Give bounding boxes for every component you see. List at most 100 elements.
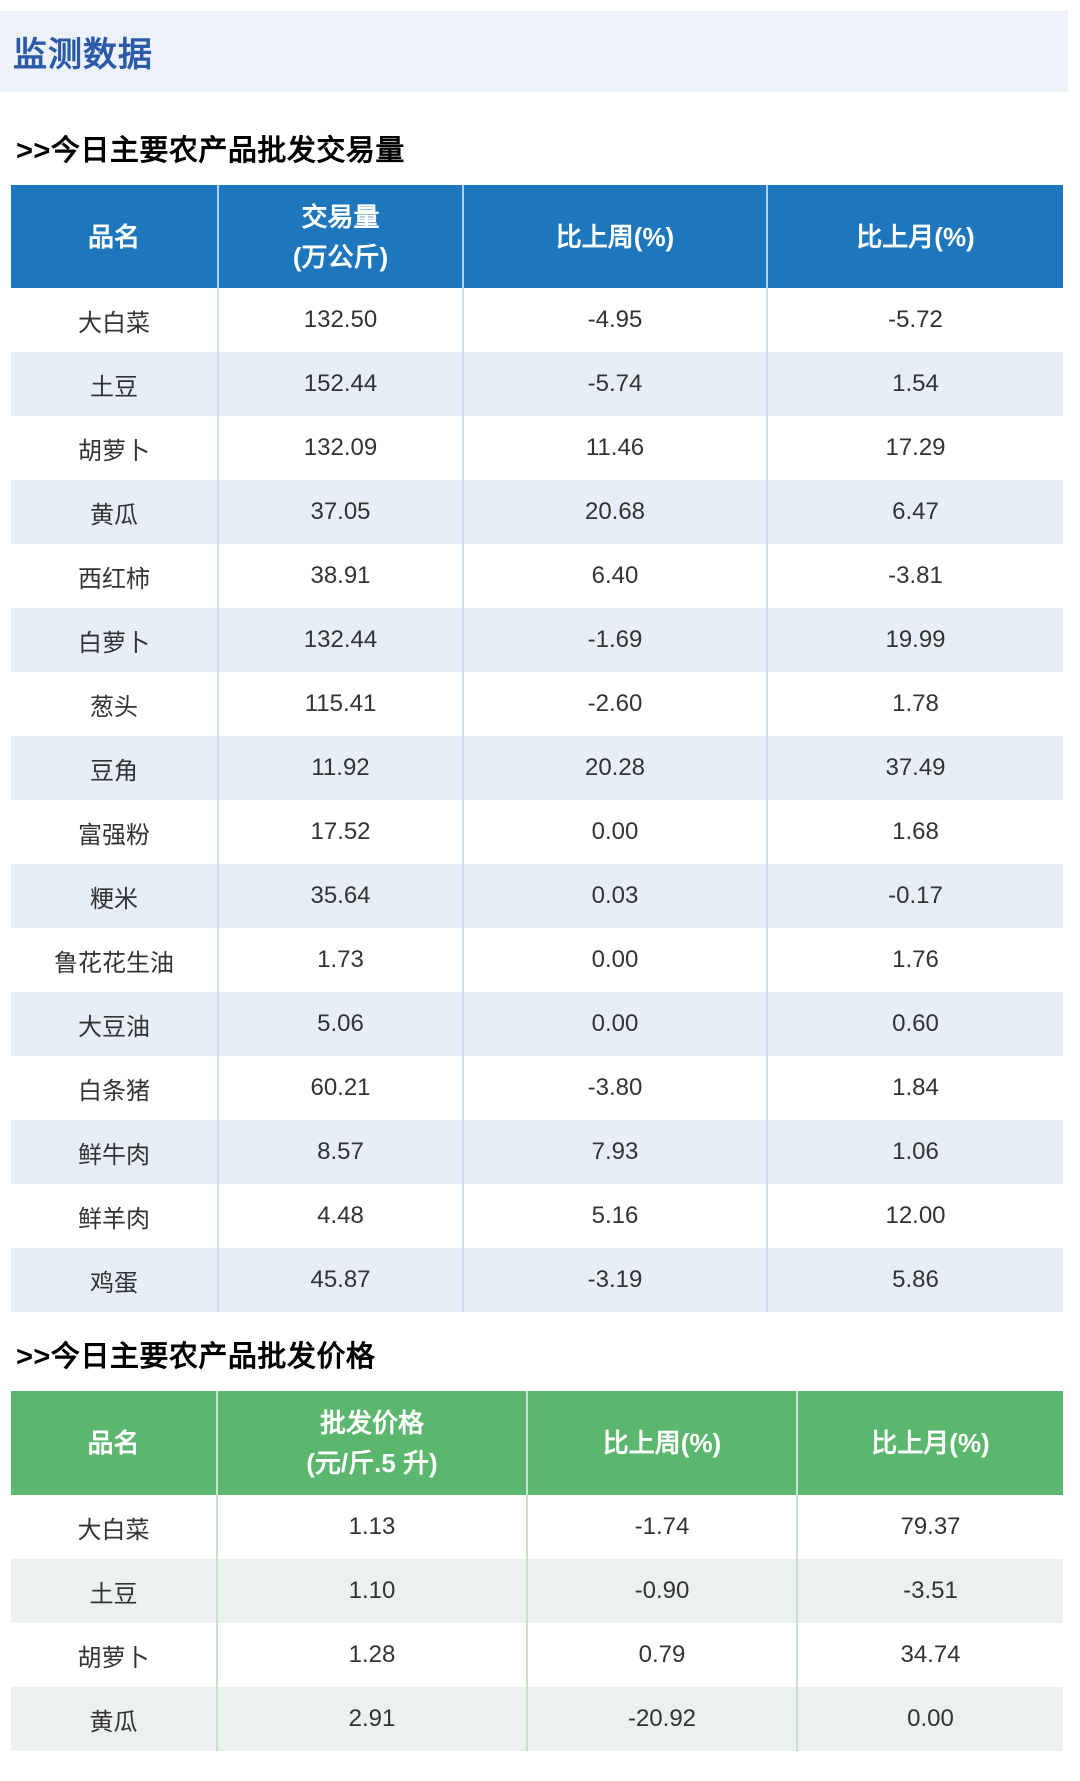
value-cell: 19.99 — [766, 608, 1063, 672]
price-col-amount-header: 批发价格 (元/斤.5 升) — [216, 1391, 527, 1495]
value-cell: 8.57 — [217, 1120, 463, 1184]
value-cell: 20.68 — [462, 480, 767, 544]
value-cell: 115.41 — [217, 672, 463, 736]
value-cell: -5.72 — [766, 288, 1063, 352]
value-cell: 0.00 — [462, 992, 767, 1056]
value-cell: -5.74 — [462, 352, 767, 416]
product-name-cell: 鲜羊肉 — [11, 1184, 218, 1248]
volume-table-header-row: 品名 交易量 (万公斤) 比上周(%) 比上月(%) — [11, 185, 1063, 288]
value-cell: -4.95 — [462, 288, 767, 352]
price-table: 品名 批发价格 (元/斤.5 升) 比上周(%) 比上月(%) 大白菜 1.13-… — [11, 1391, 1063, 1751]
price-table-head: 品名 批发价格 (元/斤.5 升) 比上周(%) 比上月(%) — [11, 1391, 1063, 1495]
value-cell: 6.47 — [766, 480, 1063, 544]
header-sublabel: (元/斤.5 升) — [306, 1448, 438, 1478]
product-name-cell: 大豆油 — [11, 992, 218, 1056]
table-row: 鲜羊肉 4.48 5.16 12.00 — [11, 1184, 1063, 1248]
value-cell: 1.28 — [216, 1623, 527, 1687]
table-row: 大豆油 5.06 0.00 0.60 — [11, 992, 1063, 1056]
page-title: 监测数据 — [13, 36, 153, 74]
value-cell: 11.92 — [217, 736, 463, 800]
value-cell: -20.92 — [526, 1687, 797, 1751]
value-cell: 6.40 — [462, 544, 767, 608]
value-cell: 2.91 — [216, 1687, 527, 1751]
value-cell: -3.81 — [766, 544, 1063, 608]
value-cell: -0.17 — [766, 864, 1063, 928]
table-row: 豆角 11.92 20.28 37.49 — [11, 736, 1063, 800]
product-name-cell: 胡萝卜 — [11, 416, 218, 480]
product-name-cell: 胡萝卜 — [11, 1623, 217, 1687]
value-cell: 35.64 — [217, 864, 463, 928]
value-cell: 20.28 — [462, 736, 767, 800]
value-cell: 7.93 — [462, 1120, 767, 1184]
value-cell: 1.84 — [766, 1056, 1063, 1120]
value-cell: -1.74 — [526, 1495, 797, 1559]
product-name-cell: 葱头 — [11, 672, 218, 736]
header-label: 品名 — [87, 221, 140, 252]
value-cell: 60.21 — [217, 1056, 463, 1120]
value-cell: 1.10 — [216, 1559, 527, 1623]
product-name-cell: 土豆 — [11, 1559, 217, 1623]
volume-col-mom-header: 比上月(%) — [766, 185, 1063, 288]
product-name-cell: 鲜牛肉 — [11, 1120, 218, 1184]
product-name-cell: 大白菜 — [11, 288, 218, 352]
value-cell: -1.69 — [462, 608, 767, 672]
value-cell: 132.44 — [217, 608, 463, 672]
value-cell: 1.13 — [216, 1495, 527, 1559]
value-cell: 1.78 — [766, 672, 1063, 736]
value-cell: 132.09 — [217, 416, 463, 480]
value-cell: 17.52 — [217, 800, 463, 864]
product-name-cell: 鲁花花生油 — [11, 928, 218, 992]
product-name-cell: 白萝卜 — [11, 608, 218, 672]
table-row: 鲁花花生油 1.73 0.00 1.76 — [11, 928, 1063, 992]
value-cell: 11.46 — [462, 416, 767, 480]
page-header-bar: 监测数据 — [0, 11, 1068, 92]
volume-table-body: 大白菜 132.50 -4.95 -5.72 土豆 152.44 -5.74 1.54 胡萝卜 1… — [11, 288, 1063, 1312]
product-name-cell: 富强粉 — [11, 800, 218, 864]
table-row: 大白菜 1.13 -1.74 79.37 — [11, 1495, 1063, 1559]
price-table-body: 大白菜 1.13 -1.74 79.37 土豆 1.10 -0.90 -3.51 胡萝卜 1.28… — [11, 1495, 1063, 1751]
header-label: 交易量 — [301, 201, 380, 232]
value-cell: 0.00 — [796, 1687, 1063, 1751]
section-price: >>今日主要农产品批发价格 品名 批发价格 (元/斤.5 升) 比上周(%) 比… — [0, 1340, 1080, 1751]
product-name-cell: 西红柿 — [11, 544, 218, 608]
price-table-header-row: 品名 批发价格 (元/斤.5 升) 比上周(%) 比上月(%) — [11, 1391, 1063, 1495]
value-cell: 5.16 — [462, 1184, 767, 1248]
table-row: 大白菜 132.50 -4.95 -5.72 — [11, 288, 1063, 352]
volume-table: 品名 交易量 (万公斤) 比上周(%) 比上月(%) 大白菜 132.50 -4.9… — [11, 185, 1063, 1312]
section-volume: >>今日主要农产品批发交易量 品名 交易量 (万公斤) 比上周(%) 比上月(%… — [0, 134, 1080, 1312]
table-row: 粳米 35.64 0.03 -0.17 — [11, 864, 1063, 928]
value-cell: -0.90 — [526, 1559, 797, 1623]
table-row: 白条猪 60.21 -3.80 1.84 — [11, 1056, 1063, 1120]
table-row: 葱头 115.41 -2.60 1.78 — [11, 672, 1063, 736]
header-label: 批发价格 — [319, 1408, 424, 1438]
product-name-cell: 粳米 — [11, 864, 218, 928]
volume-table-head: 品名 交易量 (万公斤) 比上周(%) 比上月(%) — [11, 185, 1063, 288]
value-cell: 37.05 — [217, 480, 463, 544]
table-row: 土豆 152.44 -5.74 1.54 — [11, 352, 1063, 416]
table-row: 白萝卜 132.44 -1.69 19.99 — [11, 608, 1063, 672]
value-cell: -3.19 — [462, 1248, 767, 1312]
value-cell: 17.29 — [766, 416, 1063, 480]
value-cell: -3.80 — [462, 1056, 767, 1120]
volume-col-wow-header: 比上周(%) — [462, 185, 767, 288]
table-row: 土豆 1.10 -0.90 -3.51 — [11, 1559, 1063, 1623]
value-cell: 0.00 — [462, 800, 767, 864]
table-row: 胡萝卜 132.09 11.46 17.29 — [11, 416, 1063, 480]
product-name-cell: 黄瓜 — [11, 1687, 217, 1751]
table-row: 富强粉 17.52 0.00 1.68 — [11, 800, 1063, 864]
value-cell: -3.51 — [796, 1559, 1063, 1623]
product-name-cell: 鸡蛋 — [11, 1248, 218, 1312]
product-name-cell: 土豆 — [11, 352, 218, 416]
table-row: 黄瓜 2.91 -20.92 0.00 — [11, 1687, 1063, 1751]
value-cell: 1.54 — [766, 352, 1063, 416]
volume-col-amount-header: 交易量 (万公斤) — [217, 185, 463, 288]
product-name-cell: 白条猪 — [11, 1056, 218, 1120]
value-cell: 1.68 — [766, 800, 1063, 864]
table-row: 西红柿 38.91 6.40 -3.81 — [11, 544, 1063, 608]
value-cell: 1.73 — [217, 928, 463, 992]
table-row: 黄瓜 37.05 20.68 6.47 — [11, 480, 1063, 544]
price-col-mom-header: 比上月(%) — [796, 1391, 1063, 1495]
product-name-cell: 豆角 — [11, 736, 218, 800]
product-name-cell: 黄瓜 — [11, 480, 218, 544]
value-cell: 38.91 — [217, 544, 463, 608]
